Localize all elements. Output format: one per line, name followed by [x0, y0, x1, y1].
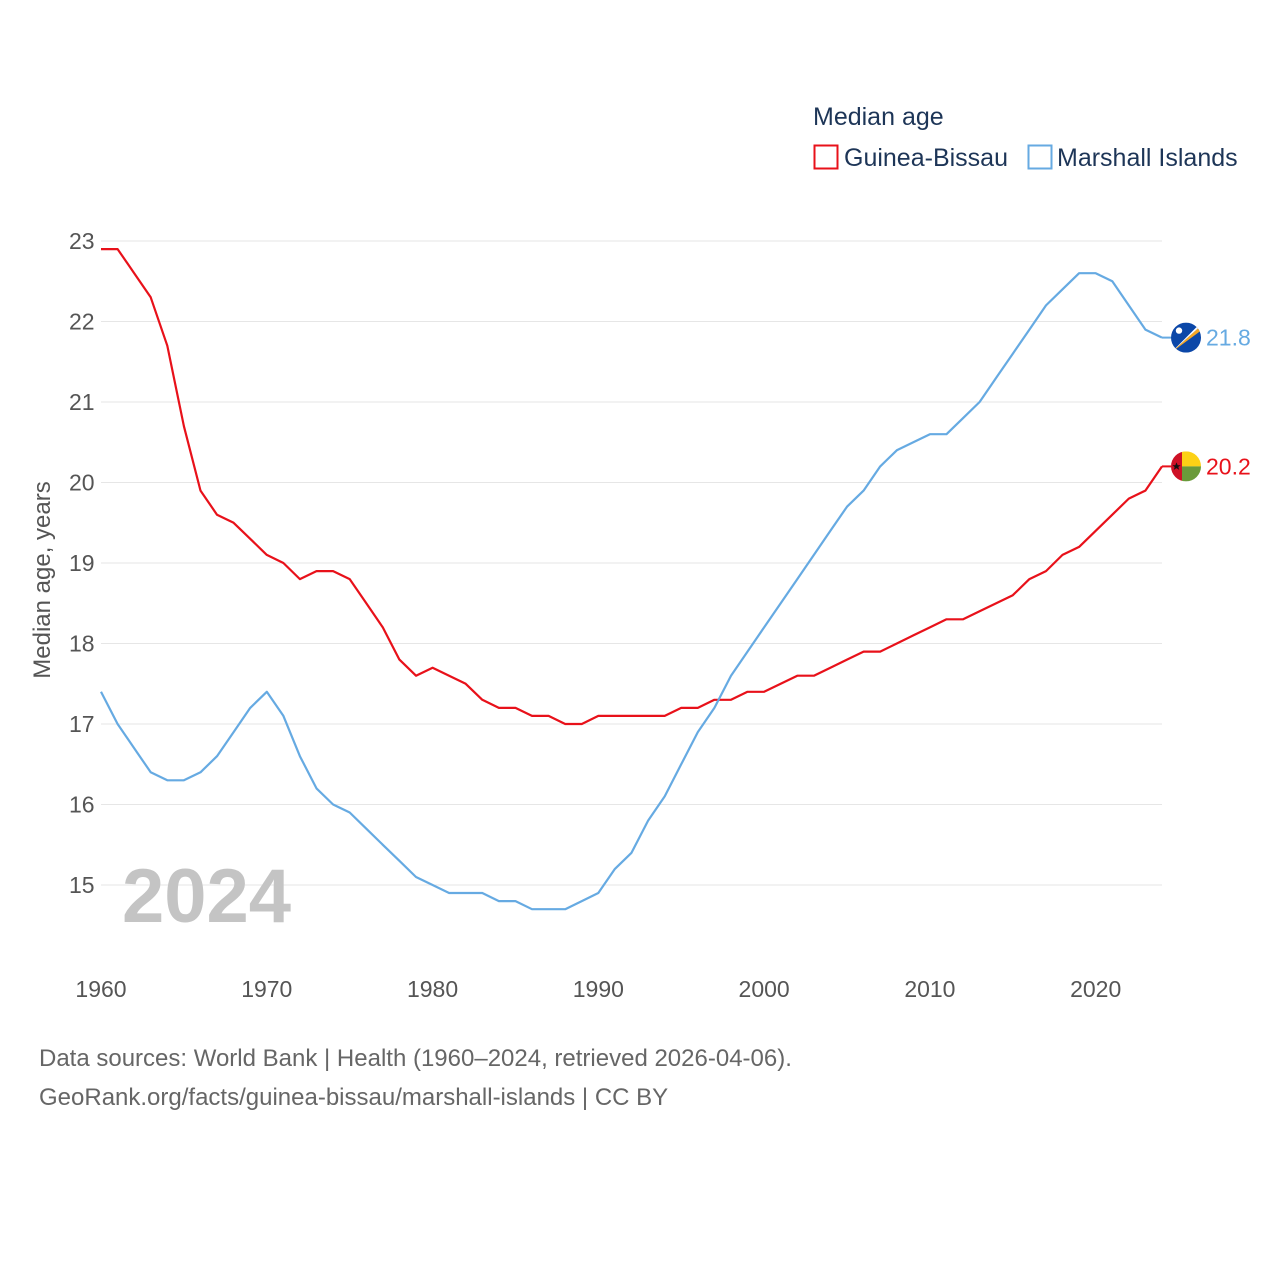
x-axis-ticks: 1960 1970 1980 1990 2000 2010 2020 — [75, 976, 1121, 1002]
legend-swatch-marshall-islands — [1027, 144, 1053, 170]
series — [100, 248, 1171, 911]
x-tick-label-1980: 1980 — [407, 976, 458, 1002]
y-tick-label-18: 18 — [69, 631, 95, 657]
y-tick-label-15: 15 — [69, 872, 95, 898]
x-tick-label-1970: 1970 — [241, 976, 292, 1002]
x-tick-label-1990: 1990 — [573, 976, 624, 1002]
source-line-2: GeoRank.org/facts/guinea-bissau/marshall… — [39, 1084, 669, 1111]
legend-label-marshall-islands: Marshall Islands — [1057, 144, 1238, 172]
end-label-marshall-islands: 21.8 — [1206, 325, 1251, 351]
x-tick-label-2020: 2020 — [1070, 976, 1121, 1002]
y-tick-label-19: 19 — [69, 550, 95, 576]
legend-label-guinea-bissau: Guinea-Bissau — [844, 144, 1008, 172]
y-axis-title: Median age, years — [29, 481, 56, 678]
legend-swatch-guinea-bissau — [813, 144, 839, 170]
y-tick-label-22: 22 — [69, 309, 95, 335]
guinea-bissau-flag-icon — [1171, 451, 1201, 482]
end-label-guinea-bissau: 20.2 — [1206, 453, 1251, 479]
y-axis-ticks: 15 16 17 18 19 20 21 22 23 — [69, 228, 95, 898]
series-line-marshall-islands[interactable] — [100, 272, 1163, 911]
y-tick-label-17: 17 — [69, 711, 95, 737]
x-tick-label-2010: 2010 — [904, 976, 955, 1002]
y-tick-label-23: 23 — [69, 228, 95, 254]
x-tick-label-1960: 1960 — [75, 976, 126, 1002]
year-watermark: 2024 — [122, 854, 291, 939]
legend-title: Median age — [813, 103, 944, 131]
x-tick-label-2000: 2000 — [739, 976, 790, 1002]
y-tick-label-20: 20 — [69, 470, 95, 496]
legend-item-guinea-bissau[interactable]: Guinea-Bissau — [813, 144, 1008, 172]
legend: Median age Guinea-Bissau Marshall Island… — [813, 103, 1238, 172]
marshall-islands-flag-icon — [1171, 322, 1201, 353]
grid — [101, 240, 1162, 886]
series-line-guinea-bissau[interactable] — [101, 248, 1163, 726]
y-tick-label-21: 21 — [69, 389, 95, 415]
legend-item-marshall-islands[interactable]: Marshall Islands — [1027, 144, 1238, 172]
y-tick-label-16: 16 — [69, 792, 95, 818]
source-line-1: Data sources: World Bank | Health (1960–… — [39, 1045, 792, 1072]
